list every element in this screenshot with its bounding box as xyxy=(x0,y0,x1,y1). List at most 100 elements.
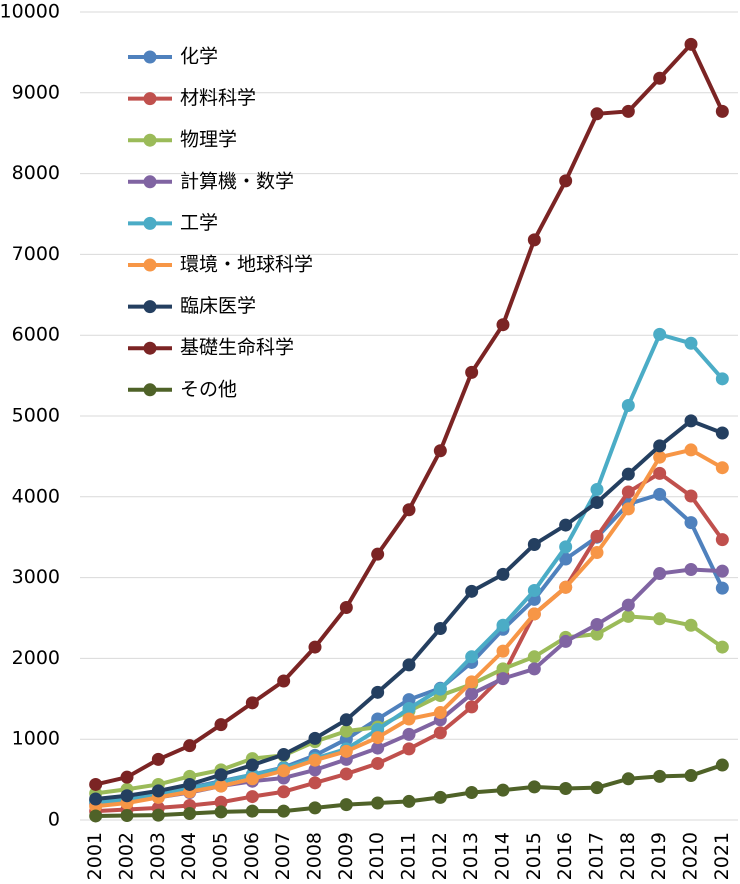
data-point xyxy=(527,662,541,676)
data-point xyxy=(151,752,165,766)
x-tick-label: 2012 xyxy=(429,832,451,880)
data-point xyxy=(465,365,479,379)
data-point xyxy=(371,685,385,699)
data-point xyxy=(245,772,259,786)
data-point xyxy=(433,790,447,804)
data-point xyxy=(89,792,103,806)
data-point xyxy=(151,784,165,798)
data-point xyxy=(715,372,729,386)
data-point xyxy=(559,518,573,532)
legend-label: 計算機・数学 xyxy=(180,170,294,192)
data-point xyxy=(590,546,604,560)
data-point xyxy=(559,174,573,188)
data-point xyxy=(120,809,134,823)
data-point xyxy=(715,564,729,578)
legend-marker xyxy=(143,92,157,106)
legend-marker xyxy=(143,133,157,147)
y-tick-label: 8000 xyxy=(12,162,60,184)
data-point xyxy=(245,758,259,772)
data-point xyxy=(465,687,479,701)
data-point xyxy=(465,584,479,598)
data-point xyxy=(465,786,479,800)
data-point xyxy=(151,808,165,822)
data-point xyxy=(371,731,385,745)
data-point xyxy=(277,804,291,818)
y-tick-label: 2000 xyxy=(12,647,60,669)
data-point xyxy=(621,104,635,118)
data-point xyxy=(371,796,385,810)
data-point xyxy=(715,426,729,440)
data-point xyxy=(402,658,416,672)
data-point xyxy=(527,537,541,551)
data-point xyxy=(715,533,729,547)
data-point xyxy=(527,584,541,598)
data-point xyxy=(433,706,447,720)
data-point xyxy=(308,763,322,777)
data-point xyxy=(339,713,353,727)
legend-label: 物理学 xyxy=(180,129,237,151)
data-point xyxy=(559,552,573,566)
data-point xyxy=(621,609,635,623)
data-point xyxy=(277,764,291,778)
x-tick-label: 2010 xyxy=(366,832,388,880)
data-point xyxy=(339,600,353,614)
data-point xyxy=(621,467,635,481)
data-point xyxy=(590,529,604,543)
data-point xyxy=(590,495,604,509)
data-point xyxy=(120,789,134,803)
data-point xyxy=(245,804,259,818)
data-point xyxy=(371,547,385,561)
x-tick-label: 2001 xyxy=(84,832,106,880)
data-point xyxy=(653,612,667,626)
data-point xyxy=(433,444,447,458)
data-point xyxy=(183,807,197,821)
data-point xyxy=(621,598,635,612)
data-point xyxy=(339,798,353,812)
y-tick-label: 3000 xyxy=(12,566,60,588)
data-point xyxy=(621,485,635,499)
data-point xyxy=(715,461,729,475)
data-point xyxy=(559,580,573,594)
data-point xyxy=(402,742,416,756)
data-point xyxy=(308,801,322,815)
y-tick-label: 0 xyxy=(48,809,60,831)
data-point xyxy=(684,336,698,350)
data-point xyxy=(684,769,698,783)
data-point xyxy=(684,516,698,530)
data-point xyxy=(496,618,510,632)
x-tick-label: 2011 xyxy=(398,832,420,880)
data-point xyxy=(527,233,541,247)
data-point xyxy=(715,640,729,654)
data-point xyxy=(339,744,353,758)
data-point xyxy=(684,37,698,51)
data-point xyxy=(371,756,385,770)
data-point xyxy=(308,776,322,790)
legend-marker xyxy=(143,300,157,314)
data-point xyxy=(214,795,228,809)
data-point xyxy=(214,718,228,732)
data-point xyxy=(339,724,353,738)
data-point xyxy=(527,650,541,664)
data-point xyxy=(684,618,698,632)
legend-label: 化学 xyxy=(180,46,218,68)
x-tick-label: 2003 xyxy=(147,832,169,880)
series-line xyxy=(95,42,725,787)
data-point xyxy=(433,682,447,696)
legend-label: 工学 xyxy=(180,212,218,234)
data-point xyxy=(308,753,322,767)
data-point xyxy=(214,779,228,793)
data-point xyxy=(308,640,322,654)
data-point xyxy=(402,712,416,726)
legend-marker xyxy=(143,50,157,64)
data-point xyxy=(183,777,197,791)
y-tick-label: 10000 xyxy=(0,1,60,23)
data-point xyxy=(89,809,103,823)
data-point xyxy=(214,768,228,782)
x-tick-label: 2016 xyxy=(554,832,576,880)
data-point xyxy=(496,644,510,658)
x-tick-label: 2008 xyxy=(304,832,326,880)
y-tick-label: 5000 xyxy=(12,405,60,427)
data-point xyxy=(465,650,479,664)
